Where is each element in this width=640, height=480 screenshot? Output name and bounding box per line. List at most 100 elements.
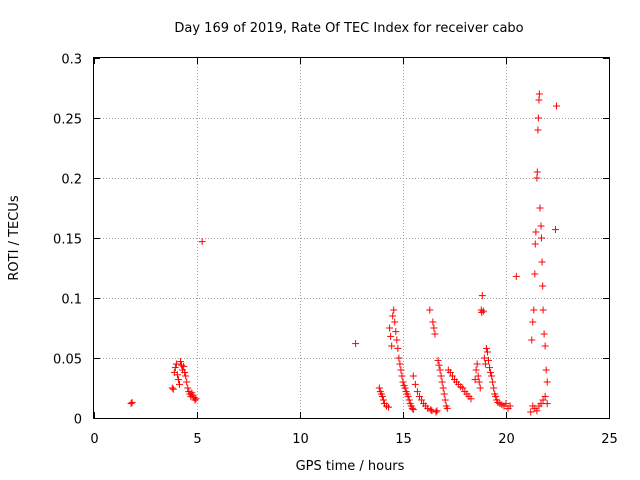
data-point	[427, 406, 435, 414]
data-point	[471, 376, 479, 384]
x-axis: 0 5 10 15 20 25	[90, 58, 618, 447]
data-point	[534, 126, 542, 134]
data-point	[472, 366, 480, 374]
data-point	[172, 360, 180, 368]
data-point	[424, 404, 432, 412]
data-point	[437, 372, 445, 380]
data-point	[473, 360, 481, 368]
data-point	[541, 392, 549, 400]
data-point	[533, 407, 541, 415]
data-point	[539, 282, 547, 290]
data-point	[537, 400, 545, 408]
data-point	[127, 400, 135, 408]
data-point	[385, 403, 393, 411]
data-point	[430, 324, 438, 332]
data-point	[387, 332, 395, 340]
data-point	[192, 395, 200, 403]
data-point	[481, 360, 489, 368]
data-point	[537, 234, 545, 242]
data-point	[537, 222, 545, 230]
data-point	[474, 372, 482, 380]
data-point	[397, 366, 405, 374]
data-point	[181, 368, 189, 376]
data-point	[478, 292, 486, 300]
data-point	[530, 306, 538, 314]
data-point	[391, 318, 399, 326]
data-point	[396, 360, 404, 368]
data-point	[409, 406, 417, 414]
data-point	[552, 102, 560, 110]
data-point	[446, 368, 454, 376]
scatter-series	[127, 90, 560, 416]
data-point	[183, 378, 191, 386]
data-point	[441, 396, 449, 404]
data-point	[527, 408, 535, 416]
data-point	[478, 308, 486, 316]
data-point	[484, 356, 492, 364]
data-point	[506, 402, 514, 410]
data-point	[482, 344, 490, 352]
data-point	[467, 395, 475, 403]
data-point	[429, 318, 437, 326]
data-point	[180, 362, 188, 370]
data-point	[405, 396, 413, 404]
grid	[94, 58, 609, 418]
x-tick-label: 5	[193, 432, 201, 447]
data-point	[480, 354, 488, 362]
data-point	[489, 378, 497, 386]
data-point	[390, 306, 398, 314]
data-point	[483, 348, 491, 356]
data-point	[184, 384, 192, 392]
data-point	[532, 228, 540, 236]
data-point	[413, 388, 421, 396]
x-tick-label: 0	[90, 432, 98, 447]
data-point	[395, 354, 403, 362]
data-point	[529, 318, 537, 326]
y-tick-label: 0.3	[61, 53, 82, 68]
data-point	[432, 408, 440, 416]
data-point	[528, 336, 536, 344]
data-point	[352, 340, 360, 348]
data-point	[173, 371, 181, 379]
data-point	[177, 358, 185, 366]
data-point	[388, 342, 396, 350]
data-point	[169, 385, 177, 393]
x-tick-label: 10	[292, 432, 309, 447]
data-point	[435, 361, 443, 369]
y-tick-label: 0.25	[53, 113, 82, 128]
data-point	[551, 226, 559, 234]
data-point	[533, 168, 541, 176]
data-point	[408, 404, 416, 412]
data-point	[540, 330, 548, 338]
data-point	[379, 396, 387, 404]
plot-frame	[93, 57, 610, 419]
y-tick-label: 0.15	[53, 233, 82, 248]
data-point	[535, 96, 543, 104]
data-point	[443, 404, 451, 412]
data-point	[174, 376, 182, 384]
data-point	[486, 364, 494, 372]
data-point	[492, 392, 500, 400]
data-point	[487, 368, 495, 376]
data-point	[490, 384, 498, 392]
data-point	[542, 366, 550, 374]
data-point	[415, 392, 423, 400]
y-tick-label: 0	[74, 413, 82, 428]
data-point	[476, 384, 484, 392]
data-point	[392, 328, 400, 336]
x-tick-label: 20	[498, 432, 515, 447]
data-point	[436, 366, 444, 374]
x-tick-label: 25	[601, 432, 618, 447]
data-point	[538, 258, 546, 266]
y-tick-label: 0.1	[61, 293, 82, 308]
data-point	[375, 384, 383, 392]
data-point	[512, 272, 520, 280]
data-point	[399, 378, 407, 386]
x-tick-label: 15	[395, 432, 412, 447]
data-point	[543, 378, 551, 386]
data-point	[404, 392, 412, 400]
data-point	[439, 384, 447, 392]
data-point	[426, 306, 434, 314]
data-point	[171, 364, 179, 372]
